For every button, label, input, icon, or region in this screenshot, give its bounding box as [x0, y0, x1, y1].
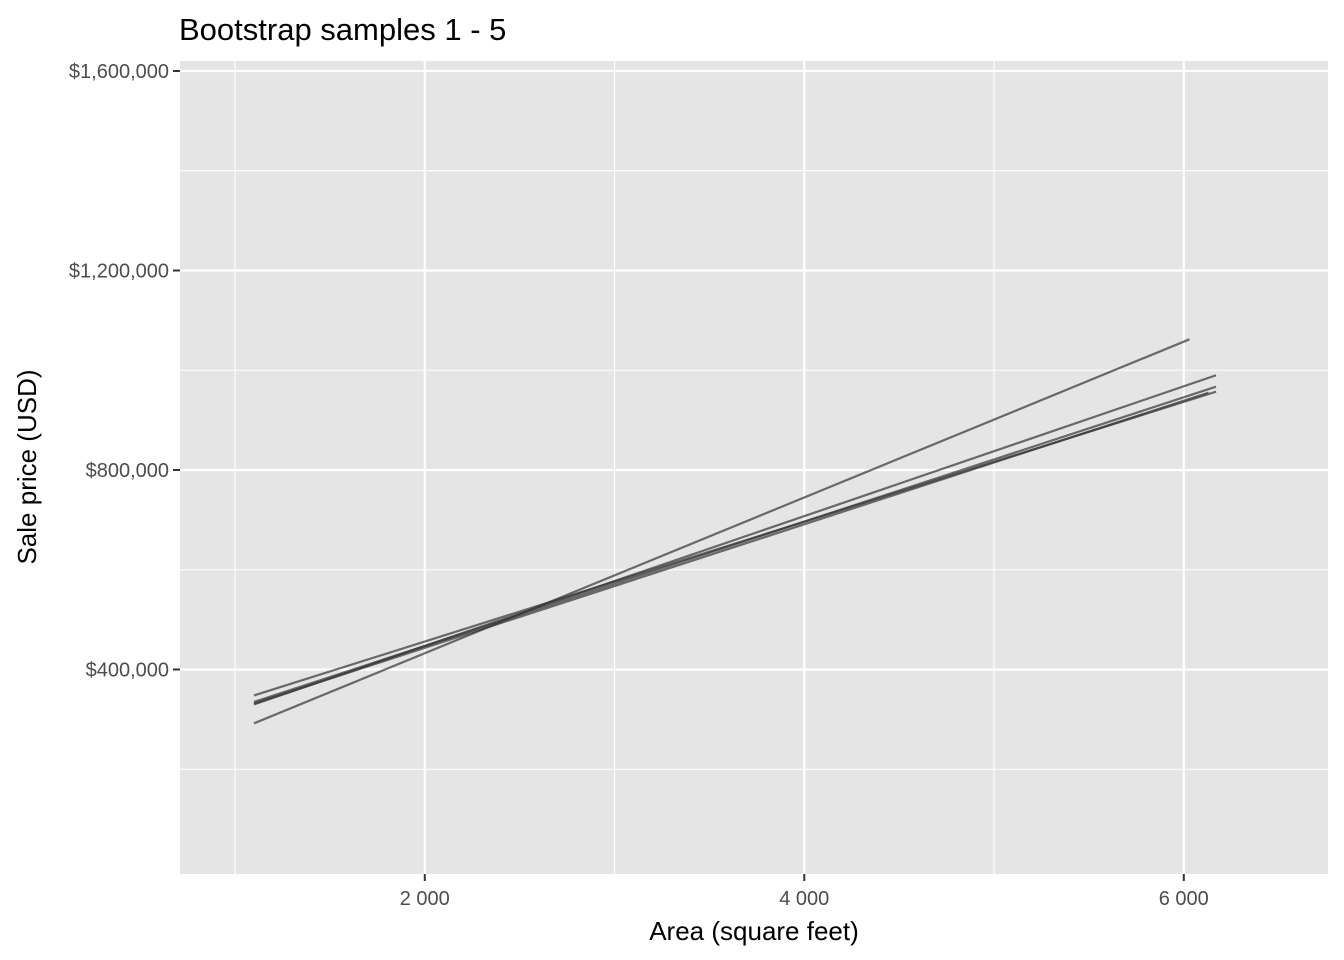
x-tick-label: 6 000 — [1159, 888, 1209, 910]
series-lines — [253, 338, 1217, 725]
series-line-1 — [253, 338, 1190, 725]
x-tick-label: 2 000 — [400, 888, 450, 910]
y-axis-title: Sale price (USD) — [12, 369, 42, 564]
series-line-5 — [253, 391, 1209, 705]
y-tick-label: $1,200,000 — [69, 260, 169, 282]
grid — [180, 61, 1328, 874]
chart-title: Bootstrap samples 1 - 5 — [179, 12, 506, 47]
y-tick-label: $1,600,000 — [69, 61, 169, 83]
x-tick-label: 4 000 — [779, 888, 829, 910]
x-axis-title: Area (square feet) — [649, 916, 859, 946]
y-tick-label: $400,000 — [86, 660, 169, 682]
panel-background — [180, 61, 1328, 874]
axes: 2 000 4 000 6 000 $400,000 $800,000 $1,200,00… — [69, 61, 1209, 910]
y-tick-label: $800,000 — [86, 460, 169, 482]
